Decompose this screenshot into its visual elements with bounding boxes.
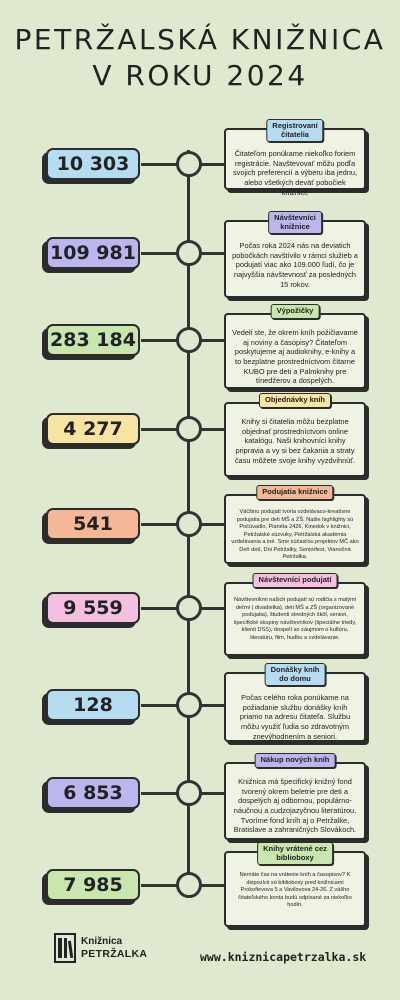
card-title: Podujatia knižnice xyxy=(256,485,334,500)
card-title-line: Donášky kníh xyxy=(270,665,320,674)
connector-right xyxy=(201,704,225,707)
timeline-node xyxy=(176,692,202,718)
timeline-node xyxy=(176,595,202,621)
card-title-line: Nákup nových kníh xyxy=(260,755,330,764)
timeline-node xyxy=(176,780,202,806)
card-description: Vedeli ste, že okrem kníh požičiavame aj… xyxy=(232,328,358,386)
connector-left xyxy=(141,163,177,166)
info-card: Registrovaní čitatelia Čitateľom ponúkame … xyxy=(224,119,366,197)
card-title: Donášky kníh do domu xyxy=(264,663,326,687)
stat-value: 541 xyxy=(46,508,140,540)
logo-line-1: Knižnica xyxy=(81,936,123,948)
stat-value: 128 xyxy=(46,689,140,721)
connector-left xyxy=(141,339,177,342)
card-title-line: Výpožičky xyxy=(276,306,314,315)
connector-right xyxy=(201,163,225,166)
card-description: Návštevníkmi našich podujatí sú rodičia … xyxy=(233,597,357,641)
connector-left xyxy=(141,252,177,255)
connector-right xyxy=(201,607,225,610)
card-title: Nákup nových kníh xyxy=(254,753,336,768)
title-line-1: PETRŽALSKÁ KNIŽNICA xyxy=(14,23,386,56)
card-title: Registrovaní čitatelia xyxy=(266,119,324,143)
card-title: Objednávky kníh xyxy=(258,393,332,408)
card-title: Knihy vrátené cez biblioboxy xyxy=(257,842,333,866)
stat-value: 9 559 xyxy=(46,592,140,624)
stat-value: 10 303 xyxy=(46,148,140,180)
info-card: Podujatia knižnice Väčšinu podujatí tvori… xyxy=(224,485,366,564)
card-title-line: čitatelia xyxy=(281,129,309,139)
info-card: Výpožičky Vedeli ste, že okrem kníh požič… xyxy=(224,304,366,389)
timeline-node xyxy=(176,511,202,537)
stat-value: 109 981 xyxy=(46,237,140,269)
connector-right xyxy=(201,884,225,887)
card-description: Knižnica má špecifický knižný fond tvore… xyxy=(233,777,357,835)
card-description: Väčšinu podujatí tvoria vzdelávaco-kreat… xyxy=(231,509,359,561)
card-title-line: knižnice xyxy=(280,221,310,231)
connector-left xyxy=(141,792,177,795)
connector-left xyxy=(141,607,177,610)
card-title-line: Podujatia knižnice xyxy=(262,487,328,496)
title-line-2: V ROKU 2024 xyxy=(92,59,308,92)
card-description: Čitateľom ponúkame niekoľko foriem regis… xyxy=(232,149,358,197)
card-description: Knihy si čitatelia môžu bezplatne objedn… xyxy=(234,417,356,465)
card-title-line: Návštevníci podujatí xyxy=(258,575,332,584)
card-description: Počas celého roka ponúkame na požiadanie… xyxy=(239,693,351,741)
card-title: Návštevníci podujatí xyxy=(252,573,338,588)
timeline-node xyxy=(176,327,202,353)
card-title-line: Knihy vrátené cez xyxy=(263,844,327,853)
info-card: Nákup nových kníh Knižnica má špecifický … xyxy=(224,753,366,840)
connector-right xyxy=(201,428,225,431)
connector-left xyxy=(141,884,177,887)
card-title: Návštevníci knižnice xyxy=(268,211,322,235)
connector-left xyxy=(141,428,177,431)
card-title-line: do domu xyxy=(279,673,311,683)
connector-right xyxy=(201,252,225,255)
card-title-line: Registrovaní xyxy=(272,121,318,130)
card-title-line: biblioboxy xyxy=(276,852,314,862)
timeline-node xyxy=(176,240,202,266)
library-books-icon xyxy=(54,933,76,963)
connector-left xyxy=(141,523,177,526)
timeline-node xyxy=(176,416,202,442)
card-title-line: Objednávky kníh xyxy=(264,395,326,404)
stat-value: 6 853 xyxy=(46,777,140,809)
info-card: Knihy vrátené cez biblioboxy Nemáte čas na… xyxy=(224,842,366,927)
stat-value: 283 184 xyxy=(46,324,140,356)
logo-line-2: PETRŽALKA xyxy=(81,947,148,960)
card-title-line: Návštevníci xyxy=(274,213,316,222)
library-logo: Knižnica PETRŽALKA xyxy=(54,933,147,963)
connector-right xyxy=(201,339,225,342)
connector-right xyxy=(201,523,225,526)
stat-value: 4 277 xyxy=(46,413,140,445)
timeline-node xyxy=(176,872,202,898)
card-description: Počas roka 2024 nás na deviatich pobočká… xyxy=(232,241,358,289)
card-title: Výpožičky xyxy=(270,304,320,319)
info-card: Návštevníci podujatí Návštevníkmi našich … xyxy=(224,573,366,656)
page-title: PETRŽALSKÁ KNIŽNICA V ROKU 2024 xyxy=(0,22,400,94)
website-url[interactable]: www.kniznicapetrzalka.sk xyxy=(200,950,367,964)
card-description: Nemáte čas na vrátenie kníh a časopisov?… xyxy=(238,872,352,909)
timeline-node xyxy=(176,151,202,177)
stat-value: 7 985 xyxy=(46,869,140,901)
info-card: Objednávky kníh Knihy si čitatelia môžu b… xyxy=(224,393,366,477)
info-card: Donášky kníh do domu Počas celého roka pon… xyxy=(224,663,366,742)
connector-left xyxy=(141,704,177,707)
info-card: Návštevníci knižnice Počas roka 2024 nás n… xyxy=(224,211,366,298)
connector-right xyxy=(201,792,225,795)
